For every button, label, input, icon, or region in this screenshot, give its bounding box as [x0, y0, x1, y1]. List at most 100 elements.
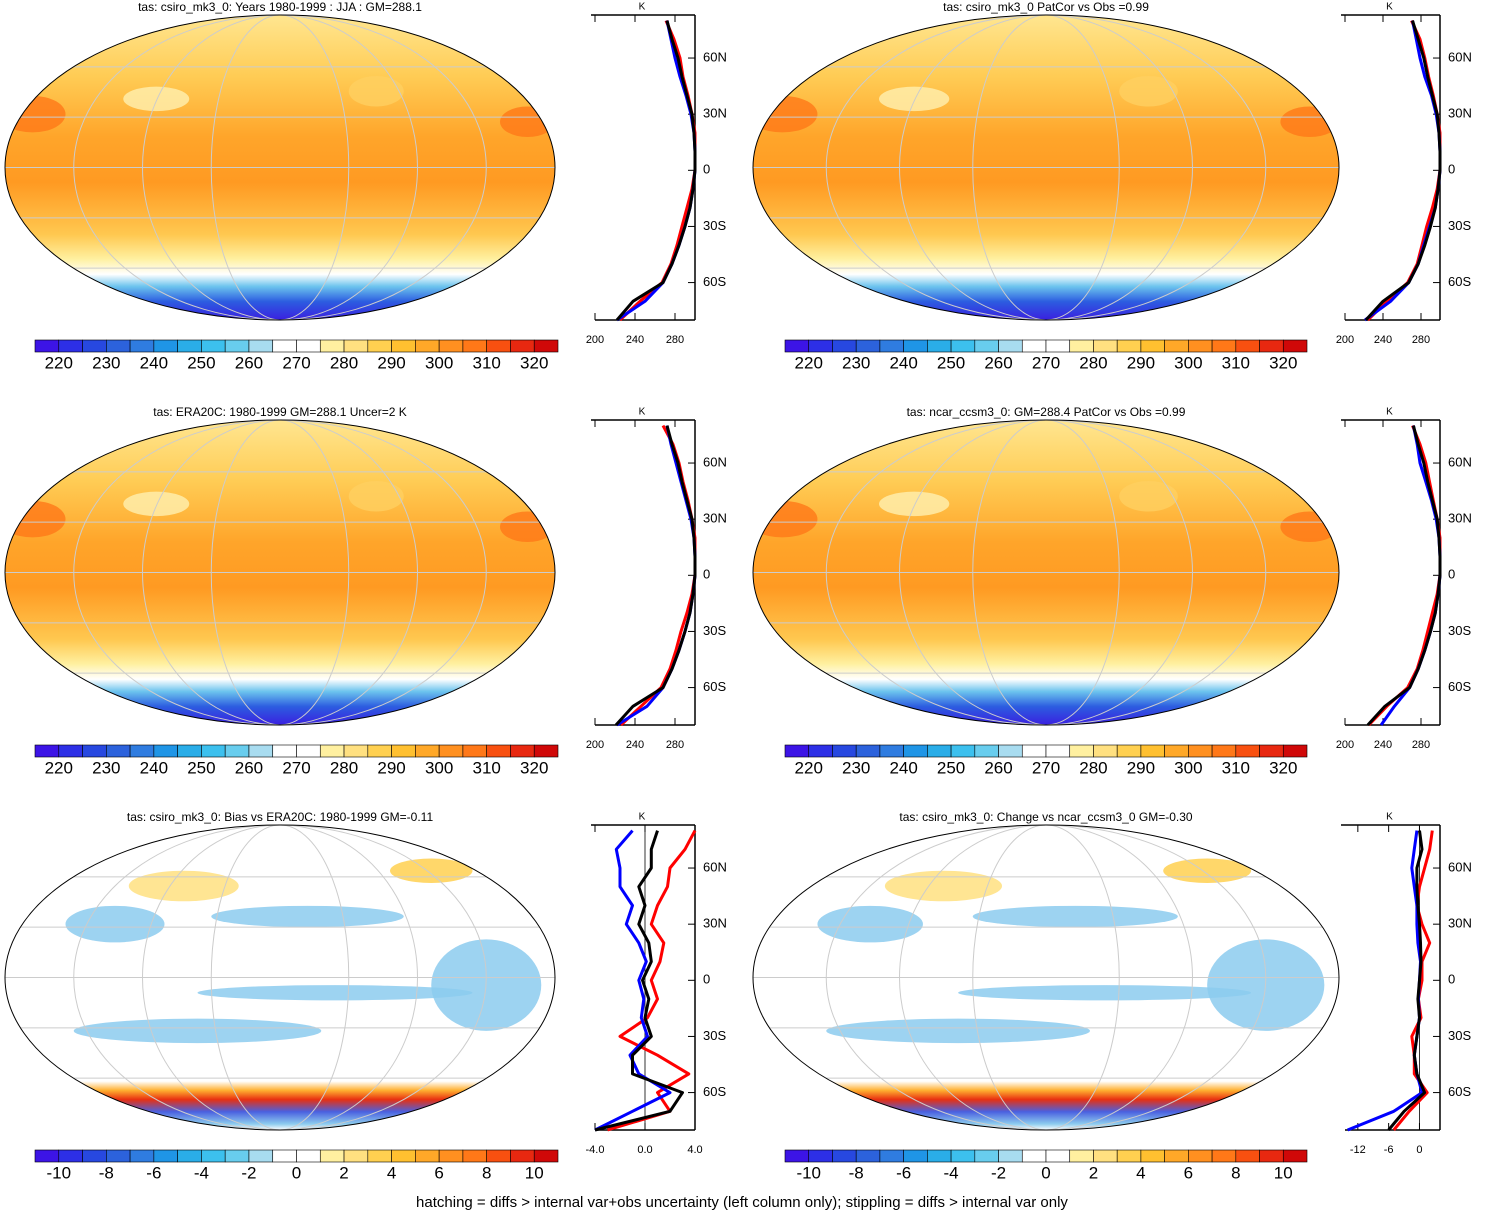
x-tick-label: 240 [1374, 739, 1392, 751]
colorbar-label: -2 [241, 1163, 256, 1182]
colorbar-box [1093, 744, 1118, 758]
colorbar-box [1116, 1149, 1142, 1163]
colorbar-box [1235, 1149, 1260, 1163]
map-patch [826, 1018, 1090, 1044]
colorbar-box [1021, 744, 1047, 758]
colorbar-box [201, 339, 226, 353]
colorbar-box [1211, 1149, 1237, 1163]
x-axis-label: K [1386, 812, 1393, 823]
map-patch [500, 106, 555, 137]
colorbar-box [1116, 339, 1142, 353]
map-patch [1119, 481, 1178, 512]
colorbar-label: 280 [330, 353, 358, 372]
map-patch [958, 985, 1252, 1001]
colorbar-box [153, 1149, 178, 1163]
colorbar-label: -2 [991, 1163, 1006, 1182]
colorbar-label: 6 [434, 1163, 443, 1182]
x-axis-label: K [1386, 2, 1393, 13]
x-axis-label: K [639, 407, 646, 418]
y-tick-label: 60S [703, 679, 726, 694]
map-patch [878, 86, 950, 112]
colorbar-label: 220 [795, 758, 823, 777]
colorbar-label: 270 [1032, 758, 1060, 777]
colorbar-box [1093, 1149, 1118, 1163]
colorbar-box [927, 339, 952, 353]
colorbar-label: 280 [1079, 353, 1107, 372]
colorbar-label: 280 [1079, 758, 1107, 777]
colorbar-box [879, 339, 904, 353]
colorbar-label: 310 [472, 758, 500, 777]
map [5, 825, 555, 1130]
colorbar-box [415, 339, 440, 353]
y-tick-label: 30N [703, 106, 727, 121]
y-tick-label: 0 [703, 162, 710, 177]
y-tick-label: 30N [1448, 916, 1472, 931]
colorbar-label: 250 [187, 758, 215, 777]
colorbar-box [1259, 744, 1284, 758]
colorbar-box [129, 744, 155, 758]
map-title: tas: csiro_mk3_0: Years 1980-1999 : JJA … [138, 0, 422, 14]
colorbar-label: 230 [92, 353, 120, 372]
colorbar-box [248, 744, 274, 758]
y-tick-label: 30S [703, 218, 726, 233]
colorbar-box [855, 744, 881, 758]
x-tick-label: 200 [1336, 739, 1354, 751]
graticule [73, 15, 487, 320]
colorbar-box [34, 339, 60, 353]
colorbar-box [34, 1149, 60, 1163]
graticule [825, 825, 1267, 1130]
y-tick-label: 60N [1448, 454, 1472, 469]
map [5, 15, 555, 320]
zonal-line [607, 829, 697, 1132]
x-tick-label: 4.0 [687, 1144, 702, 1156]
y-tick-label: 60S [1448, 1084, 1471, 1099]
colorbar-box [319, 1149, 345, 1163]
colorbar-label: 8 [482, 1163, 491, 1182]
map [5, 420, 555, 725]
colorbar-label: 270 [1032, 353, 1060, 372]
y-tick-label: 30N [703, 511, 727, 526]
y-tick-label: 30S [703, 1028, 726, 1043]
colorbar-label: -8 [99, 1163, 114, 1182]
zonal-line [1347, 830, 1424, 1132]
map-patch [128, 870, 239, 902]
colorbar-box [784, 339, 810, 353]
colorbar-box [391, 339, 416, 353]
colorbar-box [486, 1149, 511, 1163]
colorbar-label: 260 [984, 758, 1012, 777]
colorbar-label: 230 [842, 353, 870, 372]
colorbar-label: 6 [1184, 1163, 1193, 1182]
colorbar-box [784, 1149, 810, 1163]
map-patch [123, 86, 190, 112]
map-outline [752, 14, 1340, 321]
zonal-line [619, 424, 697, 727]
colorbar-box [1188, 744, 1213, 758]
colorbar-box [82, 1149, 107, 1163]
y-tick-label: 0 [1448, 567, 1455, 582]
colorbar-label: 300 [1174, 758, 1202, 777]
graticule [73, 825, 487, 1130]
colorbar-box [438, 744, 464, 758]
colorbar-box [1045, 744, 1071, 758]
y-tick-label: 60S [703, 274, 726, 289]
colorbar-box [974, 1149, 999, 1163]
colorbar-box [106, 339, 131, 353]
colorbar-box [58, 744, 83, 758]
colorbar-box [367, 744, 392, 758]
map-title: tas: csiro_mk3_0: Change vs ncar_ccsm3_0… [899, 810, 1192, 824]
colorbar-label: 270 [282, 758, 310, 777]
colorbar-box [1045, 339, 1071, 353]
zonal-line [614, 425, 697, 727]
colorbar-label: 4 [1136, 1163, 1145, 1182]
map-patch [73, 1018, 322, 1044]
graticule [899, 825, 1193, 1130]
y-tick-label: 60S [1448, 679, 1471, 694]
colorbar-box [1282, 744, 1308, 758]
colorbar-label: 250 [187, 353, 215, 372]
colorbar-box [486, 744, 511, 758]
colorbar-box [129, 1149, 155, 1163]
graticule [142, 420, 418, 725]
colorbar-box [510, 339, 535, 353]
map-title: tas: csiro_mk3_0: Bias vs ERA20C: 1980-1… [127, 810, 434, 824]
colorbar-box [82, 339, 107, 353]
